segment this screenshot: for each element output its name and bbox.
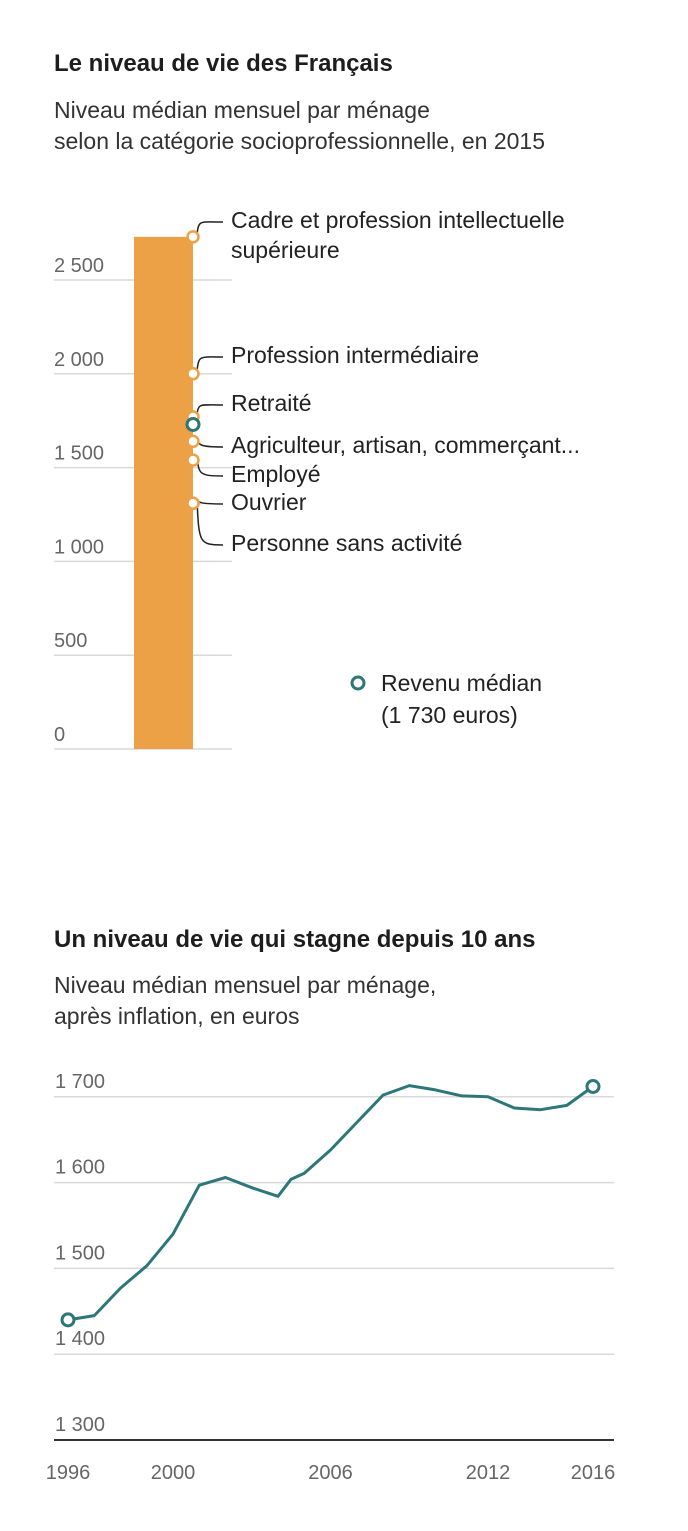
y-tick-label: 1 600 <box>55 1157 105 1179</box>
chart2-title: Un niveau de vie qui stagne depuis 10 an… <box>54 926 536 953</box>
category-label: Retraité <box>231 390 312 416</box>
y-tick-label: 1 400 <box>55 1328 105 1350</box>
category-label: Ouvrier <box>231 489 307 515</box>
leader-line <box>196 356 224 371</box>
y-tick-label: 2 500 <box>54 255 104 277</box>
end-point-marker <box>585 1079 601 1095</box>
leader-line <box>196 404 224 415</box>
chart2-subtitle-line1: Niveau médian mensuel par ménage, <box>54 972 437 998</box>
x-tick-label: 2000 <box>151 1462 196 1484</box>
category-label: Profession intermédiaire <box>231 342 479 368</box>
x-tick-label: 2016 <box>571 1462 616 1484</box>
series-line <box>67 1084 594 1322</box>
x-tick-label: 2012 <box>466 1462 511 1484</box>
category-label: Personne sans activité <box>231 530 462 556</box>
start-point-marker <box>60 1312 76 1328</box>
y-tick-label: 1 000 <box>54 536 104 558</box>
legend-median-label: (1 730 euros) <box>381 702 518 728</box>
x-tick-label: 1996 <box>46 1462 91 1484</box>
chart1-subtitle-line2: selon la catégorie socioprofessionnelle,… <box>54 128 545 154</box>
y-tick-label: 1 500 <box>54 443 104 465</box>
y-tick-label: 0 <box>54 724 65 746</box>
y-tick-label: 500 <box>54 630 87 652</box>
leader-line <box>196 499 224 505</box>
category-label: Employé <box>231 461 320 487</box>
leader-line <box>196 221 224 234</box>
bar <box>134 236 193 750</box>
leader-line <box>196 457 224 477</box>
category-marker <box>186 453 200 467</box>
category-label: supérieure <box>231 237 340 263</box>
chart2-subtitle-line2: après inflation, en euros <box>54 1003 300 1029</box>
chart2-plot: 1 300 1 400 1 500 1 600 1 700 1996 2000 2006 201… <box>46 1071 616 1484</box>
chart1-title: Le niveau de vie des Français <box>54 50 393 77</box>
category-marker <box>186 230 200 244</box>
category-label: Cadre et profession intellectuelle <box>231 207 565 233</box>
legend-median-label: Revenu médian <box>381 670 542 696</box>
category-label: Agriculteur, artisan, commerçant... <box>231 432 580 458</box>
leader-line <box>196 500 224 546</box>
y-tick-label: 2 000 <box>54 349 104 371</box>
leader-line <box>196 438 224 448</box>
category-marker <box>186 367 200 381</box>
y-tick-label: 1 300 <box>55 1414 105 1436</box>
category-marker <box>186 496 200 510</box>
x-tick-label: 2006 <box>308 1462 353 1484</box>
y-tick-label: 1 700 <box>55 1071 105 1093</box>
category-marker <box>186 434 200 449</box>
chart1-subtitle-line1: Niveau médian mensuel par ménage <box>54 97 430 123</box>
chart1-plot: 0 500 1 000 1 500 2 000 2 500 Cadre et profess… <box>54 207 580 750</box>
median-marker <box>185 416 201 432</box>
y-tick-label: 1 500 <box>55 1242 105 1264</box>
legend-median-icon <box>350 675 366 691</box>
